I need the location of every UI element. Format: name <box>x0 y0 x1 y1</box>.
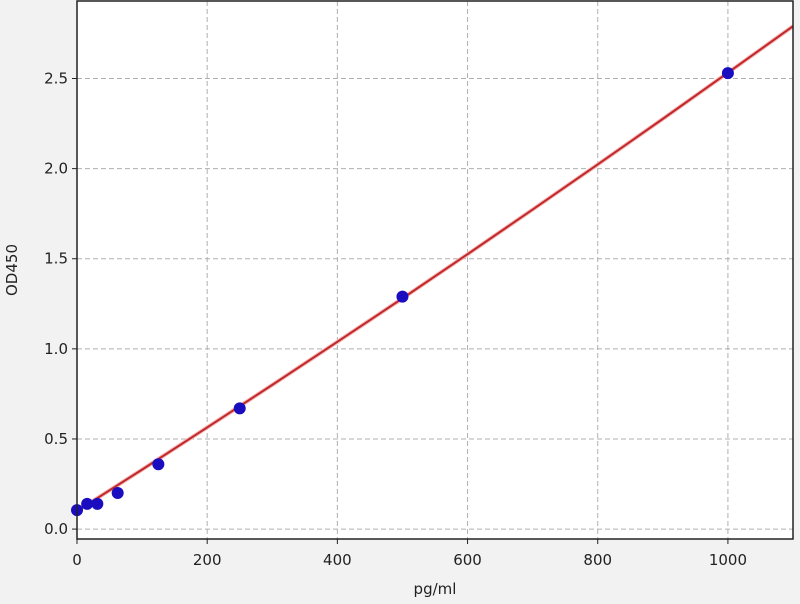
data-point <box>233 402 246 415</box>
grid <box>76 1 793 539</box>
y-axis-label: OD450 <box>3 244 21 296</box>
y-tick-label: 0.0 <box>44 520 68 538</box>
y-tick-label: 2.0 <box>44 160 68 178</box>
x-tick-label: 1000 <box>709 551 747 569</box>
x-ticks: 0 200 400 600 800 1000 <box>72 539 747 569</box>
x-tick-label: 200 <box>193 551 222 569</box>
data-point <box>396 290 409 303</box>
data-point <box>81 497 94 510</box>
y-tick-label: 2.5 <box>44 70 68 88</box>
x-tick-label: 0 <box>72 551 82 569</box>
plot-area <box>77 1 793 539</box>
x-tick-label: 400 <box>323 551 352 569</box>
data-point <box>721 67 734 80</box>
y-tick-label: 1.0 <box>44 340 68 358</box>
y-tick-label: 1.5 <box>44 250 68 268</box>
x-tick-label: 600 <box>453 551 482 569</box>
fit-curve-group <box>75 24 795 513</box>
x-tick-label: 800 <box>583 551 612 569</box>
data-point <box>111 487 124 500</box>
fit-curve <box>76 25 794 512</box>
plot-frame <box>76 0 794 540</box>
y-ticks: 0.0 0.5 1.0 1.5 2.0 2.5 <box>44 70 77 538</box>
x-axis-label: pg/ml <box>414 580 457 598</box>
y-tick-label: 0.5 <box>44 430 68 448</box>
data-point <box>91 497 104 510</box>
data-point <box>152 458 165 471</box>
